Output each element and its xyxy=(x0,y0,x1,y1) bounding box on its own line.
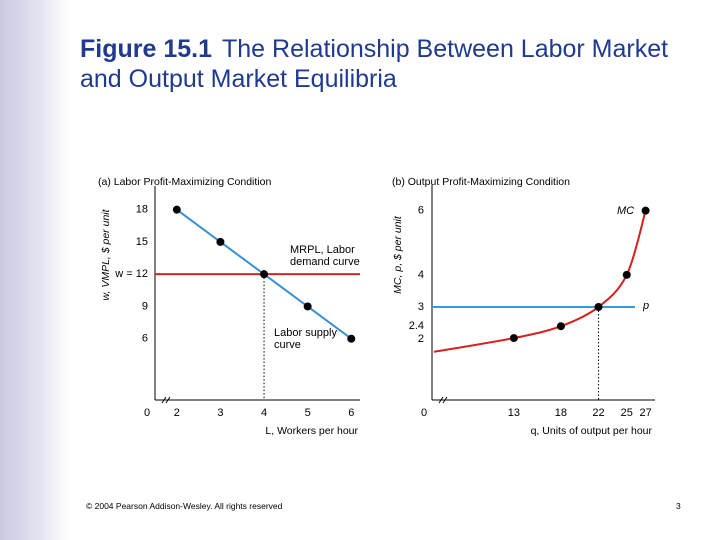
point xyxy=(622,270,631,279)
x-tick-label: 2 xyxy=(174,407,180,419)
y-tick-label: 9 xyxy=(142,300,148,312)
point xyxy=(172,205,181,214)
annotation: p xyxy=(643,300,650,312)
point xyxy=(594,302,603,311)
point xyxy=(216,237,225,246)
x-tick-label: 5 xyxy=(305,407,311,419)
x-tick-label: 6 xyxy=(348,407,354,419)
chart-title: (a) Labor Profit-Maximizing Condition xyxy=(98,176,271,188)
y-tick-label: 6 xyxy=(418,205,424,217)
point xyxy=(509,334,518,343)
x-tick-label: 4 xyxy=(261,407,267,419)
page-number: 3 xyxy=(676,501,681,511)
curve-label: Labor supply curve xyxy=(274,327,337,351)
y-tick-label: 6 xyxy=(142,333,148,345)
axis-break xyxy=(161,396,167,404)
x-axis-label: L, Workers per hour xyxy=(265,425,358,437)
x-axis-label: q, Units of output per hour xyxy=(531,425,653,437)
y-tick-label: 3 xyxy=(418,301,424,313)
y-tick-label: 15 xyxy=(136,236,148,248)
y-tick-label: w = 12 xyxy=(114,268,148,280)
y-tick-label: 4 xyxy=(418,269,424,281)
annotation: Labor supply curve xyxy=(274,327,337,351)
x-tick-label: 13 xyxy=(508,407,520,419)
point xyxy=(641,206,650,215)
x-tick-label: 3 xyxy=(217,407,223,419)
copyright: © 2004 Pearson Addison-Wesley. All right… xyxy=(86,501,283,511)
slide-title: Figure 15.1 The Relationship Between Labo… xyxy=(80,34,680,94)
annotation: MC xyxy=(617,205,635,217)
axis-break xyxy=(442,396,448,404)
point xyxy=(260,270,269,279)
axis-break xyxy=(165,396,171,404)
curve-label: p xyxy=(643,300,650,312)
x-tick-label: 27 xyxy=(639,407,651,419)
figure-number: Figure 15.1 xyxy=(80,35,212,63)
point xyxy=(303,302,312,311)
origin-label: 0 xyxy=(421,407,427,419)
point xyxy=(556,322,565,331)
origin-label: 0 xyxy=(144,407,150,419)
x-tick-label: 22 xyxy=(592,407,604,419)
x-tick-label: 18 xyxy=(555,407,567,419)
y-tick-label: 2.4 xyxy=(409,320,424,332)
y-tick-label: 18 xyxy=(136,204,148,216)
y-axis-label: MC, p, $ per unit xyxy=(392,215,404,294)
y-tick-label: 2 xyxy=(418,333,424,345)
curve-label: MRPL, Labor demand curve xyxy=(290,244,360,268)
curve-label: MC xyxy=(617,205,635,217)
annotation: MRPL, Labor demand curve xyxy=(290,244,360,268)
chart-title: (b) Output Profit-Maximizing Condition xyxy=(392,176,570,188)
axis-break xyxy=(438,396,444,404)
figure-title: The Relationship Between Labor Market an… xyxy=(80,35,669,93)
curve xyxy=(433,210,647,353)
y-axis-label: w, VMPL, $ per unit xyxy=(100,208,112,300)
point xyxy=(347,334,356,343)
x-tick-label: 25 xyxy=(621,407,633,419)
